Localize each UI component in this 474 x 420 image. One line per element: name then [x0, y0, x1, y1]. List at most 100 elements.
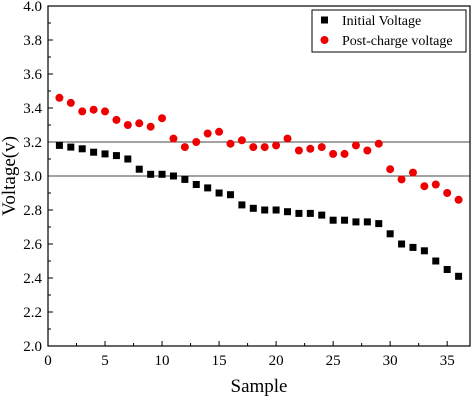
y-tick-label: 2.0 — [23, 339, 42, 355]
x-tick-label: 25 — [326, 353, 341, 369]
y-tick-label: 3.0 — [23, 169, 42, 185]
data-point — [375, 220, 383, 228]
legend-marker-post-charge-voltage — [320, 36, 329, 44]
data-point — [90, 148, 98, 156]
data-point — [363, 146, 372, 155]
data-point — [89, 105, 98, 114]
data-point — [238, 201, 246, 209]
data-point — [101, 107, 110, 116]
x-tick-label: 30 — [383, 353, 398, 369]
y-tick-label: 3.2 — [23, 135, 42, 151]
data-point — [181, 175, 189, 183]
data-point — [408, 168, 417, 177]
data-point — [215, 127, 224, 136]
data-point — [78, 107, 87, 116]
y-tick-label: 2.8 — [23, 203, 42, 219]
series-initial-voltage — [55, 141, 463, 280]
data-point — [329, 149, 338, 158]
data-point — [67, 143, 75, 151]
data-point — [294, 146, 303, 155]
x-tick-label: 35 — [440, 353, 455, 369]
data-point — [147, 170, 155, 178]
data-point — [237, 136, 246, 145]
y-tick-label: 2.2 — [23, 305, 42, 321]
data-point — [329, 216, 337, 224]
reference-lines — [48, 141, 470, 177]
data-point — [123, 121, 132, 129]
data-point — [295, 209, 303, 217]
data-point — [249, 204, 257, 212]
data-point — [431, 180, 440, 189]
legend-label-post-charge-voltage: Post-charge voltage — [342, 34, 453, 49]
data-point — [135, 165, 143, 173]
data-point — [351, 141, 360, 150]
data-point — [363, 218, 371, 226]
data-point — [55, 141, 63, 149]
data-point — [169, 134, 178, 143]
data-point — [432, 257, 440, 265]
data-point — [352, 218, 360, 226]
series-post-charge-voltage — [55, 93, 463, 204]
data-point — [192, 181, 200, 188]
data-point — [455, 272, 463, 280]
data-point — [318, 211, 326, 219]
data-point — [340, 149, 349, 158]
plot-frame — [47, 5, 471, 347]
data-point — [169, 172, 177, 180]
y-axis-title: Voltage(v) — [0, 136, 20, 216]
data-point — [55, 93, 64, 102]
series-layer — [55, 93, 463, 280]
x-tick-label: 20 — [269, 353, 284, 369]
ticks-layer: 0 5 10 15 20 25 30 35 2.0 2.2 2.4 2.6 2.8 3.0 3.2 3.4 3.… — [23, 0, 454, 369]
data-point — [112, 152, 120, 160]
data-point — [397, 175, 406, 184]
data-point — [215, 189, 223, 197]
legend-marker-initial-voltage — [321, 16, 328, 24]
data-point — [101, 150, 109, 158]
x-tick-label: 0 — [44, 353, 52, 369]
data-point — [66, 98, 75, 107]
data-point — [203, 129, 212, 138]
data-point — [261, 206, 269, 214]
data-point — [112, 115, 121, 124]
data-point — [226, 139, 235, 148]
data-point — [306, 144, 315, 153]
data-point — [341, 216, 349, 224]
data-point — [317, 143, 326, 152]
data-point — [135, 119, 144, 128]
y-tick-label: 2.6 — [23, 237, 42, 253]
data-point — [146, 122, 155, 131]
data-point — [124, 155, 132, 163]
data-point — [443, 266, 451, 273]
data-point — [420, 182, 429, 191]
legend-label-initial-voltage: Initial Voltage — [342, 14, 421, 29]
data-point — [386, 165, 395, 174]
legend: Initial Voltage Post-charge voltage — [311, 9, 467, 53]
legend-box — [311, 9, 467, 53]
data-point — [283, 134, 292, 143]
data-point — [260, 143, 269, 152]
x-tick-label: 5 — [101, 353, 109, 369]
data-point — [284, 208, 292, 216]
data-point — [374, 139, 383, 148]
data-point — [398, 240, 406, 248]
data-point — [249, 143, 258, 152]
data-point — [78, 145, 86, 153]
data-point — [409, 243, 417, 251]
data-point — [158, 170, 166, 178]
y-tick-label: 3.6 — [23, 67, 42, 83]
y-tick-label: 3.8 — [23, 33, 42, 49]
data-point — [272, 141, 281, 150]
data-point — [204, 184, 212, 192]
data-point — [180, 143, 189, 152]
data-point — [272, 206, 280, 214]
y-tick-label: 4.0 — [23, 0, 42, 15]
y-tick-label: 3.4 — [23, 101, 42, 117]
data-point — [386, 230, 394, 238]
x-tick-label: 10 — [155, 353, 170, 369]
data-point — [306, 209, 314, 217]
data-point — [192, 138, 201, 146]
data-point — [226, 191, 234, 199]
data-point — [454, 195, 463, 204]
